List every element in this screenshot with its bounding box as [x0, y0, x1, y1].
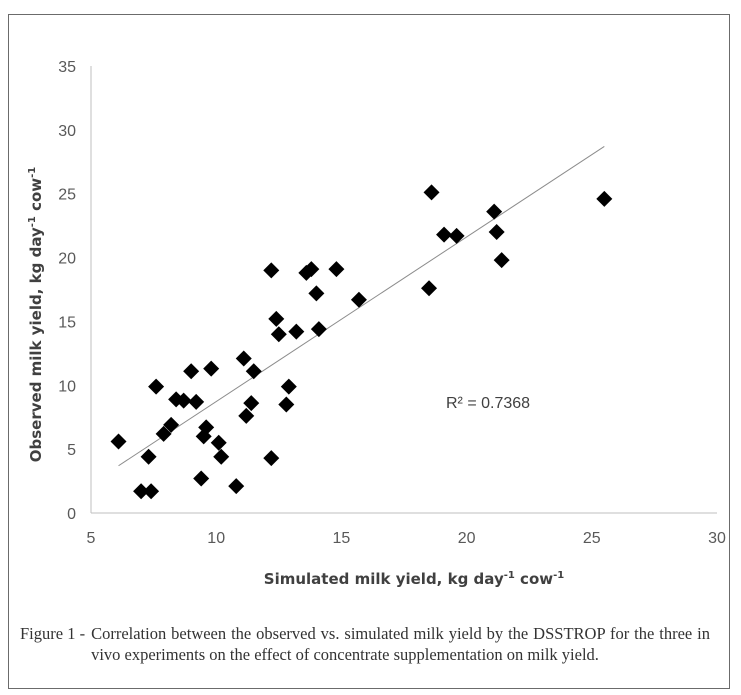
data-point: [210, 434, 227, 451]
data-point: [421, 280, 438, 297]
data-point: [488, 224, 505, 241]
x-tick-label: 25: [583, 530, 601, 547]
data-point: [213, 448, 230, 465]
data-point: [310, 321, 327, 338]
data-point: [493, 252, 510, 269]
data-point: [235, 350, 252, 367]
data-point: [175, 392, 192, 409]
data-point: [163, 416, 180, 433]
data-point: [486, 203, 503, 220]
data-point: [140, 448, 157, 465]
data-point: [110, 433, 127, 450]
x-tick-labels: 5 10 15 20 25 30: [87, 530, 726, 547]
data-point: [278, 396, 295, 413]
data-point: [436, 226, 453, 243]
y-tick-label: 10: [58, 378, 76, 395]
data-point: [288, 323, 305, 340]
y-tick-label: 5: [67, 442, 76, 459]
data-point: [143, 483, 160, 500]
data-point: [203, 360, 220, 377]
data-point: [448, 227, 465, 244]
y-tick-label: 30: [58, 123, 76, 140]
caption-text: Correlation between the observed vs. sim…: [91, 624, 710, 664]
data-points: [110, 184, 613, 500]
x-tick-label: 10: [207, 530, 225, 547]
y-tick-label: 25: [58, 187, 76, 204]
y-axis-title: Observed milk yield, kg day-1 cow-1: [27, 167, 45, 463]
data-point: [133, 483, 150, 500]
data-point: [596, 190, 613, 207]
data-point: [270, 326, 287, 343]
y-axis-title-tail: cow: [27, 178, 45, 216]
data-point: [268, 310, 285, 327]
x-axis-title-sup2: -1: [553, 570, 564, 581]
data-point: [303, 261, 320, 278]
data-point: [238, 407, 255, 424]
x-tick-label: 15: [333, 530, 351, 547]
x-axis-title-sup1: -1: [504, 570, 515, 581]
figure-caption: Figure 1 - Correlation between the obser…: [20, 623, 710, 665]
trendline: [118, 146, 605, 467]
data-point: [243, 395, 260, 412]
data-point: [263, 262, 280, 279]
x-axis-title-main: Simulated milk yield, kg day: [264, 570, 504, 588]
y-tick-label: 20: [58, 251, 76, 268]
data-point: [328, 261, 345, 278]
x-tick-label: 30: [708, 530, 726, 547]
x-tick-label: 20: [458, 530, 476, 547]
data-point: [148, 378, 165, 395]
figure-frame: [8, 14, 730, 689]
x-tick-label: 5: [87, 530, 96, 547]
data-point: [280, 378, 297, 395]
data-point: [423, 184, 440, 201]
data-point: [193, 470, 210, 487]
data-point: [228, 478, 245, 495]
data-point: [183, 363, 200, 380]
data-point: [155, 425, 172, 442]
x-axis-title: Simulated milk yield, kg day-1 cow-1: [264, 570, 564, 588]
y-tick-labels: 0 5 10 15 20 25 30 35: [58, 59, 76, 523]
data-point: [308, 285, 325, 302]
y-axis-title-sup1: -1: [27, 216, 38, 227]
data-point: [263, 450, 280, 467]
data-point: [188, 393, 205, 410]
caption-lead: Figure 1 -: [20, 624, 86, 643]
y-tick-label: 15: [58, 314, 76, 331]
y-tick-label: 0: [67, 506, 76, 523]
data-point: [350, 291, 367, 308]
x-axis-title-tail: cow: [515, 570, 553, 588]
y-axis-title-main: Observed milk yield, kg day: [27, 227, 45, 462]
r-squared-annotation: R² = 0.7368: [446, 395, 530, 412]
data-point: [245, 363, 262, 380]
data-point: [198, 419, 215, 436]
y-axis-title-sup2: -1: [27, 167, 38, 178]
y-tick-label: 35: [58, 59, 76, 76]
